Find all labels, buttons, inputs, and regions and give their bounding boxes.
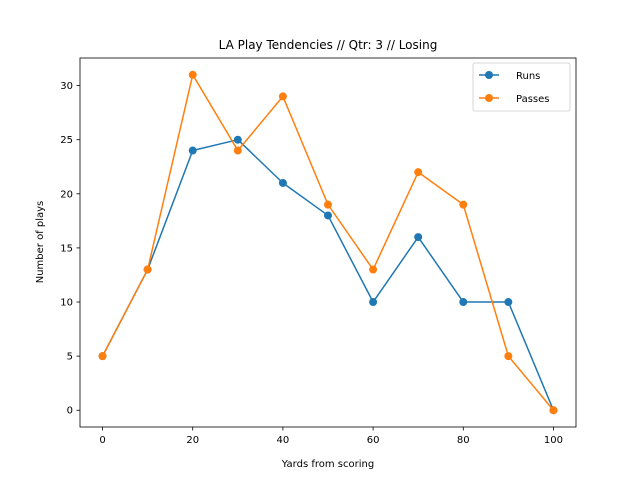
data-point-runs bbox=[278, 178, 287, 187]
x-tick-label: 100 bbox=[544, 435, 563, 446]
y-tick-label: 15 bbox=[60, 243, 73, 254]
legend-label-passes: Passes bbox=[516, 94, 550, 105]
data-point-runs bbox=[324, 211, 332, 220]
data-point-runs bbox=[504, 298, 513, 307]
data-point-passes bbox=[369, 265, 378, 274]
axes-frame bbox=[79, 57, 577, 428]
chart-title: LA Play Tendencies // Qtr: 3 // Losing bbox=[219, 38, 438, 52]
x-tick-label: 20 bbox=[186, 435, 199, 446]
y-axis-label: Number of plays bbox=[35, 201, 46, 284]
data-point-passes bbox=[549, 406, 558, 415]
data-point-passes bbox=[188, 70, 197, 79]
x-tick-label: 80 bbox=[457, 435, 470, 446]
data-point-passes bbox=[278, 92, 287, 101]
y-tick-label: 10 bbox=[60, 298, 73, 309]
data-point-passes bbox=[459, 200, 468, 209]
data-point-passes bbox=[233, 146, 242, 155]
data-point-runs bbox=[233, 135, 242, 144]
x-tick-label: 0 bbox=[99, 435, 105, 446]
data-point-runs bbox=[188, 146, 197, 155]
x-axis-label: Yards from scoring bbox=[281, 459, 374, 470]
y-tick-label: 20 bbox=[60, 189, 73, 200]
legend-marker-runs bbox=[485, 71, 493, 79]
y-tick-label: 30 bbox=[60, 81, 73, 92]
legend-marker-passes bbox=[485, 94, 493, 102]
x-tick-label: 60 bbox=[367, 435, 380, 446]
legend-label-runs: Runs bbox=[516, 71, 540, 82]
y-tick-label: 0 bbox=[67, 406, 73, 417]
data-point-passes bbox=[504, 352, 513, 361]
legend: Runs Passes bbox=[472, 62, 571, 112]
data-point-passes bbox=[414, 168, 423, 177]
data-point-passes bbox=[324, 200, 332, 209]
y-tick-label: 25 bbox=[60, 135, 73, 146]
data-point-passes bbox=[98, 352, 107, 361]
data-point-runs bbox=[369, 298, 378, 307]
plot-area: 0 20 40 60 80 100 0 5 10 15 20 25 30 bbox=[60, 57, 577, 446]
data-point-runs bbox=[459, 298, 468, 307]
data-point-runs bbox=[414, 233, 423, 242]
x-tick-label: 40 bbox=[277, 435, 290, 446]
data-point-passes bbox=[143, 265, 152, 274]
y-tick-label: 5 bbox=[67, 352, 73, 363]
